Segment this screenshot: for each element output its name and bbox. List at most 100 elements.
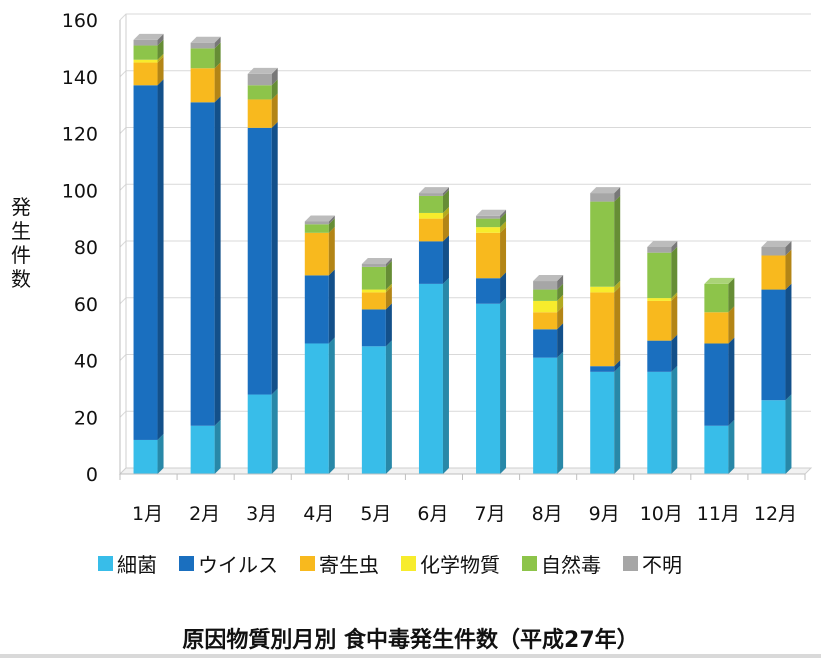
bar-segment [533,351,564,474]
bar-segment-front [476,278,501,304]
gridline [119,240,811,248]
bar-segment [704,419,735,474]
bar-segment-front [476,218,501,228]
bar-segment-front [704,312,729,344]
bar-segment-front [133,39,158,46]
bar-segment-side [614,286,621,367]
bar-segment [190,96,221,426]
bar-segment-side [557,294,564,313]
bar-segment-front [704,283,729,313]
bar-segment-front [304,275,329,344]
y-tick-label: 160 [62,10,98,32]
y-tick-label: 0 [86,464,98,486]
bar-segment [590,187,621,202]
bar-segment-front [418,241,443,284]
bar-segment-front [761,289,786,401]
bar-segment-front [247,99,272,128]
bar-segment-front [304,232,329,276]
legend-item: 寄生虫 [300,549,379,578]
bar-segment-front [133,59,158,63]
bar-segment-front [418,193,443,196]
bar-segment-side [614,365,621,474]
bar-segment [647,241,678,253]
bar-segment [361,283,392,293]
bar-segment-front [761,247,786,256]
bar-segment-side [785,241,792,256]
bar-segment-side [728,306,735,344]
bar-segment-front [361,266,386,290]
bar-segment [590,360,621,372]
bar-segment-side [385,303,392,347]
bar-segment-side [557,351,564,474]
bar-segment-side [157,56,164,86]
bar-segment-front [418,212,443,219]
y-tick-label: 140 [62,67,98,89]
legend-swatch [300,555,315,571]
x-tick-label: 11月 [697,503,740,525]
bar-segment-side [442,212,449,242]
bar-segment [418,187,449,196]
chart-walls [118,14,813,475]
x-tick-label: 9月 [589,503,620,525]
x-tick-label: 12月 [754,503,797,525]
bar-segment [361,303,392,347]
legend-label: 寄生虫 [319,552,379,577]
bar-segment-side [385,283,392,293]
bar-segment-side [500,226,507,279]
bar-segment-side [614,195,621,287]
bar-segment-side [214,96,221,426]
bar-segment-side [557,306,564,330]
bar-segment-side [214,42,221,69]
bar-segment-side [442,235,449,284]
bar-segment-side [671,246,678,299]
bar-segment [476,226,507,279]
bar-segment [304,226,335,276]
bar-top [647,241,678,247]
bar-segment-front [647,371,672,474]
bar-segment [761,283,792,401]
legend-label: ウイルス [198,552,278,577]
bar-segment [647,246,678,299]
bar-segment-side [214,62,221,103]
bar-segment [361,258,392,267]
bar-segment-side [157,433,164,474]
bar-segment-front [418,218,443,242]
bar-top [704,277,735,284]
bar-segment [704,337,735,426]
chart-title: 原因物質別月別 食中毒発生件数（平成27年） [182,628,639,653]
bar-segment-side [328,269,335,344]
bar-segment-front [647,340,672,372]
bar-segment-front [247,394,272,474]
bar-top [247,67,278,74]
bar-segment-front [304,343,329,474]
bar-segment [476,209,507,219]
x-tick-label: 4月 [303,503,334,525]
legend-item: 自然毒 [522,549,601,578]
bar-segment-side [557,323,564,358]
bar-segment-side [328,215,335,225]
x-tick-label: 8月 [532,503,563,525]
bar-segment-front [647,247,672,253]
bar-segment-front [190,425,215,474]
x-tick-label: 7月 [474,503,505,525]
bar-segment-side [271,67,278,86]
bar-segment-front [647,252,672,299]
bar-segment-front [418,195,443,213]
bar-segment-side [328,337,335,474]
x-axis-ticks: 1月 2月 3月 4月 5月 6月 7月 8月 9月 10月 11月 12月 [119,473,806,525]
bar-segment-side [442,187,449,196]
bar-segment-front [361,346,386,474]
bar-segment-side [728,419,735,474]
x-tick-label: 5月 [360,503,391,525]
bar-top [304,215,335,222]
bar-segment-front [647,300,672,341]
bar-segment-side [671,294,678,341]
bar-segment [647,334,678,372]
bar-segment-front [533,289,558,301]
bar-segment [533,294,564,313]
bar-segment-front [590,366,615,372]
bar-segment-side [728,337,735,426]
gridline [119,183,811,191]
bottom-divider [0,654,821,658]
bar-top [476,209,507,216]
